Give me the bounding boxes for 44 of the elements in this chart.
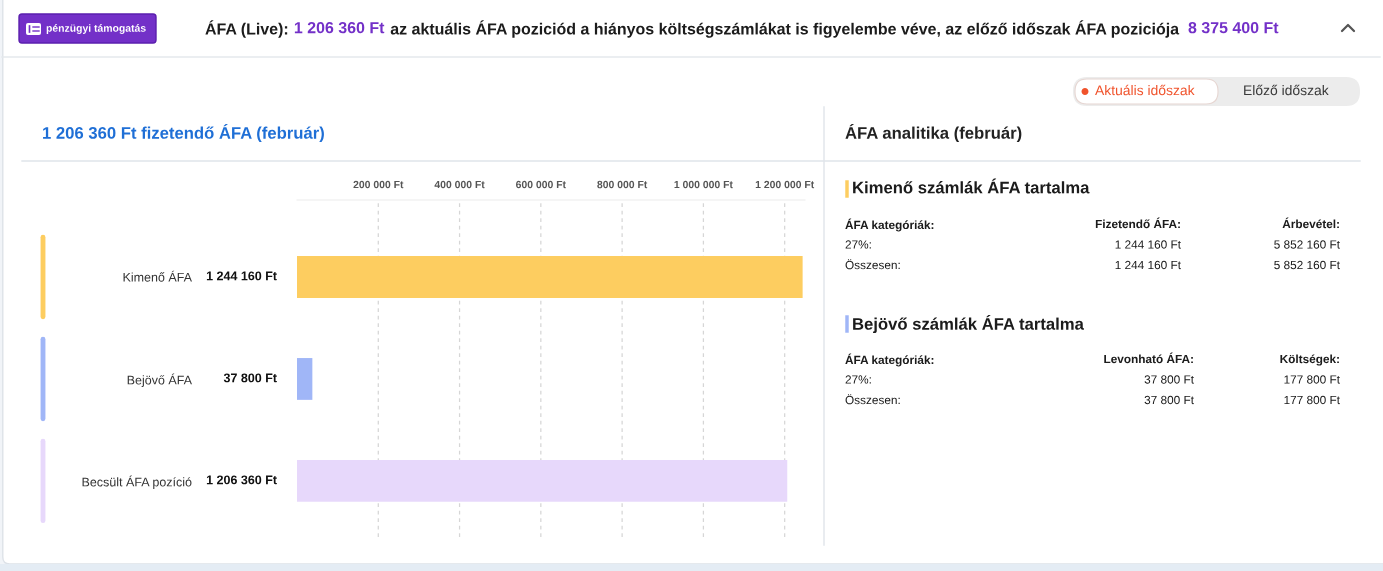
text: Aktuális időszak <box>1095 84 1195 96</box>
text: Előző időszak <box>1244 84 1329 96</box>
x-tick-label: 1 200 000 Ft <box>755 180 815 189</box>
data-label: 1 244 160 Ft <box>206 271 277 281</box>
data-label: 37 800 Ft <box>223 373 277 383</box>
text: Bejövő számlák ÁFA tartalma <box>853 314 1084 334</box>
text: az aktuális ÁFA poziciód a hiányos költségszámlákat is figyelembe véve, az előző időszak ÁFA poziciója <box>390 20 1180 38</box>
data-label: 1 206 360 Ft <box>206 475 277 485</box>
text: 37 800 Ft <box>1144 395 1194 405</box>
text: pénzügyi támogatás <box>46 24 146 34</box>
text: 37 800 Ft <box>1144 375 1194 384</box>
text: ÁFA kategóriák: <box>845 353 934 367</box>
text: Összesen: <box>845 394 900 405</box>
text: Levonható ÁFA: <box>1104 352 1193 364</box>
text: ÁFA kategóriák: <box>845 218 934 232</box>
text: Összesen: <box>845 259 900 270</box>
text: 1 244 160 Ft <box>1115 260 1181 270</box>
text: 8 375 400 Ft <box>1188 21 1279 34</box>
text: Árbevétel: <box>1282 217 1339 229</box>
text: 5 852 160 Ft <box>1274 240 1340 249</box>
text: Kimenő számlák ÁFA tartalma <box>853 178 1090 194</box>
text: 1 244 160 Ft <box>1115 240 1181 249</box>
y-tick-label: Kimenő ÁFA <box>123 270 192 282</box>
text: ÁFA (Live): <box>205 20 288 38</box>
text: 27%: <box>845 240 871 249</box>
text: ÁFA analitika (február) <box>845 123 1022 143</box>
bar <box>297 256 803 298</box>
text: 27%: <box>845 375 871 384</box>
y-tick-label: Bejövő ÁFA <box>127 373 192 387</box>
x-tick-label: 1 000 000 Ft <box>674 180 733 189</box>
y-tick-label: Becsült ÁFA pozíció <box>82 475 192 489</box>
bar <box>297 358 313 400</box>
x-tick-label: 400 000 Ft <box>434 180 485 189</box>
text: 177 800 Ft <box>1284 395 1340 405</box>
text: 5 852 160 Ft <box>1274 260 1340 270</box>
x-tick-label: 800 000 Ft <box>597 180 648 189</box>
chart-title: 1 206 360 Ft fizetendő ÁFA (február) <box>43 123 324 143</box>
bar <box>297 460 788 502</box>
text: Költségek: <box>1280 354 1339 366</box>
x-tick-label: 200 000 Ft <box>353 180 404 189</box>
text: 177 800 Ft <box>1284 375 1340 384</box>
text: Fizetendő ÁFA: <box>1095 217 1180 229</box>
text: 1 206 360 Ft <box>294 21 385 34</box>
x-tick-label: 600 000 Ft <box>516 180 566 189</box>
